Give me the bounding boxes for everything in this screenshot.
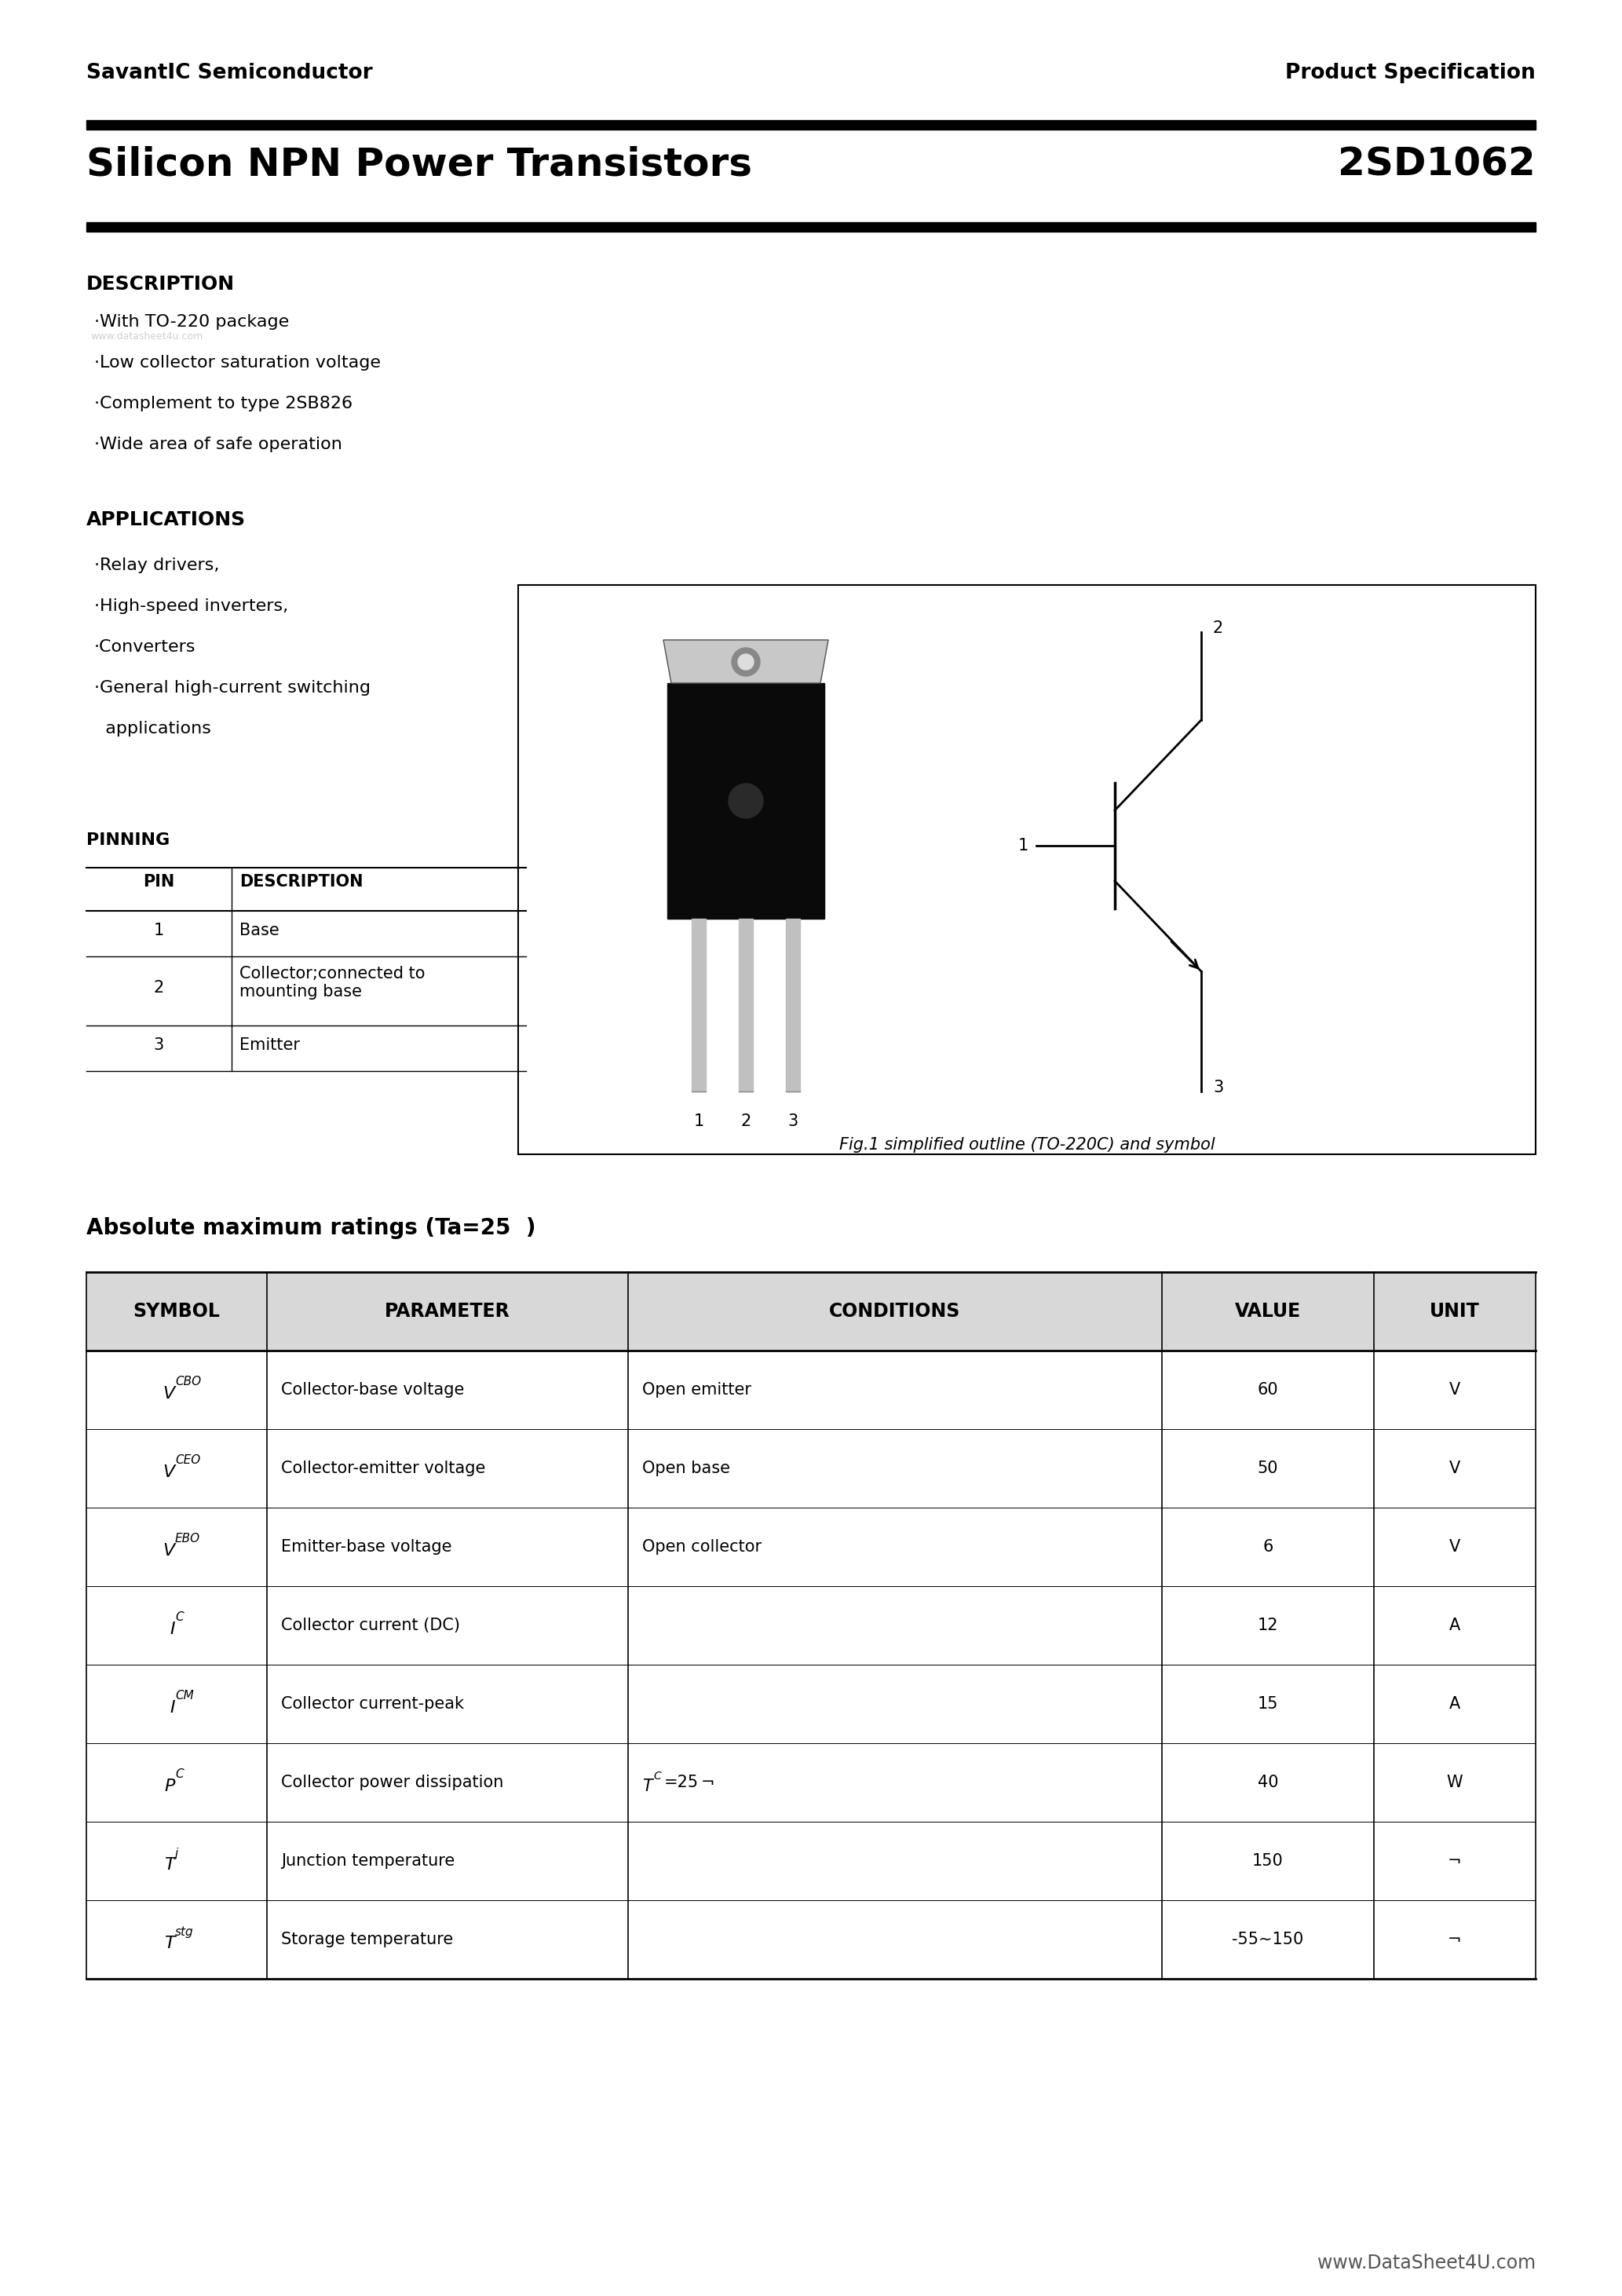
Text: Emitter: Emitter: [240, 1038, 300, 1054]
Text: ·Relay drivers,: ·Relay drivers,: [94, 558, 219, 574]
Text: applications: applications: [94, 721, 211, 737]
Text: ¬: ¬: [701, 1775, 715, 1791]
Text: Open collector: Open collector: [642, 1538, 762, 1554]
Text: I: I: [170, 1699, 175, 1715]
Text: Collector-base voltage: Collector-base voltage: [281, 1382, 464, 1398]
Text: DESCRIPTION: DESCRIPTION: [86, 276, 235, 294]
Text: V: V: [164, 1543, 175, 1559]
Text: 3: 3: [154, 1038, 164, 1054]
Text: W: W: [1447, 1775, 1463, 1791]
Text: CONDITIONS: CONDITIONS: [829, 1302, 960, 1320]
Text: www.DataSheet4U.com: www.DataSheet4U.com: [1317, 2255, 1536, 2273]
Text: ·High-speed inverters,: ·High-speed inverters,: [94, 599, 289, 613]
Text: PIN: PIN: [143, 875, 175, 889]
Text: 15: 15: [1257, 1697, 1278, 1713]
Text: ·Low collector saturation voltage: ·Low collector saturation voltage: [94, 356, 381, 370]
Text: 1: 1: [1019, 838, 1028, 854]
Text: DESCRIPTION: DESCRIPTION: [240, 875, 363, 889]
Text: Collector-emitter voltage: Collector-emitter voltage: [281, 1460, 485, 1476]
Text: Collector current-peak: Collector current-peak: [281, 1697, 464, 1713]
Text: -55~150: -55~150: [1233, 1931, 1304, 1947]
Text: ¬: ¬: [1448, 1853, 1461, 1869]
Text: V: V: [1448, 1460, 1460, 1476]
Text: 2SD1062: 2SD1062: [1338, 145, 1536, 184]
Bar: [738, 918, 753, 1091]
Text: ·General high-current switching: ·General high-current switching: [94, 680, 370, 696]
Text: V: V: [164, 1465, 175, 1481]
Text: T: T: [164, 1857, 175, 1874]
Text: www.datasheet4u.com: www.datasheet4u.com: [91, 331, 203, 342]
Bar: [667, 684, 824, 918]
Text: EBO: EBO: [175, 1534, 200, 1545]
Text: SYMBOL: SYMBOL: [133, 1302, 221, 1320]
Text: Open base: Open base: [642, 1460, 730, 1476]
Text: 6: 6: [1262, 1538, 1273, 1554]
Text: ·Wide area of safe operation: ·Wide area of safe operation: [94, 436, 342, 452]
Bar: [517, 585, 1536, 1155]
Text: ·Complement to type 2SB826: ·Complement to type 2SB826: [94, 395, 352, 411]
Circle shape: [738, 654, 754, 670]
Text: 3: 3: [1213, 1079, 1223, 1095]
Text: Emitter-base voltage: Emitter-base voltage: [281, 1538, 453, 1554]
Text: I: I: [170, 1621, 175, 1637]
Text: PINNING: PINNING: [86, 833, 170, 847]
Text: V: V: [1448, 1382, 1460, 1398]
Text: =25: =25: [663, 1775, 699, 1791]
Text: C: C: [175, 1768, 183, 1779]
Text: C: C: [175, 1612, 183, 1623]
Text: Absolute maximum ratings (Ta=25  ): Absolute maximum ratings (Ta=25 ): [86, 1217, 535, 1240]
Text: Storage temperature: Storage temperature: [281, 1931, 453, 1947]
Text: 1: 1: [694, 1114, 704, 1130]
Text: 2: 2: [1213, 620, 1223, 636]
Text: T: T: [642, 1779, 652, 1793]
Text: Collector current (DC): Collector current (DC): [281, 1619, 461, 1632]
Text: UNIT: UNIT: [1429, 1302, 1479, 1320]
Text: ¬: ¬: [1448, 1931, 1461, 1947]
Text: Product Specification: Product Specification: [1285, 62, 1536, 83]
Text: Junction temperature: Junction temperature: [281, 1853, 454, 1869]
Text: Silicon NPN Power Transistors: Silicon NPN Power Transistors: [86, 145, 753, 184]
Text: APPLICATIONS: APPLICATIONS: [86, 510, 247, 530]
Text: 40: 40: [1257, 1775, 1278, 1791]
Text: Base: Base: [240, 923, 279, 939]
Text: 2: 2: [741, 1114, 751, 1130]
Text: ·With TO-220 package: ·With TO-220 package: [94, 315, 289, 331]
Text: stg: stg: [175, 1926, 193, 1938]
Text: T: T: [164, 1936, 175, 1952]
Text: VALUE: VALUE: [1234, 1302, 1301, 1320]
Text: CM: CM: [175, 1690, 193, 1701]
Text: C: C: [654, 1770, 660, 1782]
Text: Collector;connected to
mounting base: Collector;connected to mounting base: [240, 967, 425, 999]
Text: SavantIC Semiconductor: SavantIC Semiconductor: [86, 62, 373, 83]
Text: A: A: [1448, 1697, 1460, 1713]
Text: A: A: [1448, 1619, 1460, 1632]
Text: 60: 60: [1257, 1382, 1278, 1398]
Text: ·Converters: ·Converters: [94, 638, 196, 654]
Text: 12: 12: [1257, 1619, 1278, 1632]
Bar: [86, 223, 1536, 232]
Bar: [86, 119, 1536, 129]
Text: Fig.1 simplified outline (TO-220C) and symbol: Fig.1 simplified outline (TO-220C) and s…: [839, 1137, 1215, 1153]
Text: 1: 1: [154, 923, 164, 939]
Text: Open emitter: Open emitter: [642, 1382, 751, 1398]
Text: PARAMETER: PARAMETER: [384, 1302, 511, 1320]
Polygon shape: [663, 641, 829, 684]
Text: CEO: CEO: [175, 1456, 201, 1467]
Bar: [691, 918, 706, 1091]
Text: P: P: [164, 1779, 175, 1793]
Text: V: V: [164, 1387, 175, 1401]
Text: 150: 150: [1252, 1853, 1283, 1869]
Text: 50: 50: [1257, 1460, 1278, 1476]
Circle shape: [728, 783, 762, 817]
Text: Collector power dissipation: Collector power dissipation: [281, 1775, 503, 1791]
Text: V: V: [1448, 1538, 1460, 1554]
Text: 3: 3: [788, 1114, 798, 1130]
Circle shape: [732, 647, 761, 675]
Text: CBO: CBO: [175, 1375, 201, 1387]
Bar: [787, 918, 800, 1091]
Text: j: j: [175, 1848, 178, 1860]
Bar: [86, 1272, 1536, 1350]
Text: 2: 2: [154, 980, 164, 996]
